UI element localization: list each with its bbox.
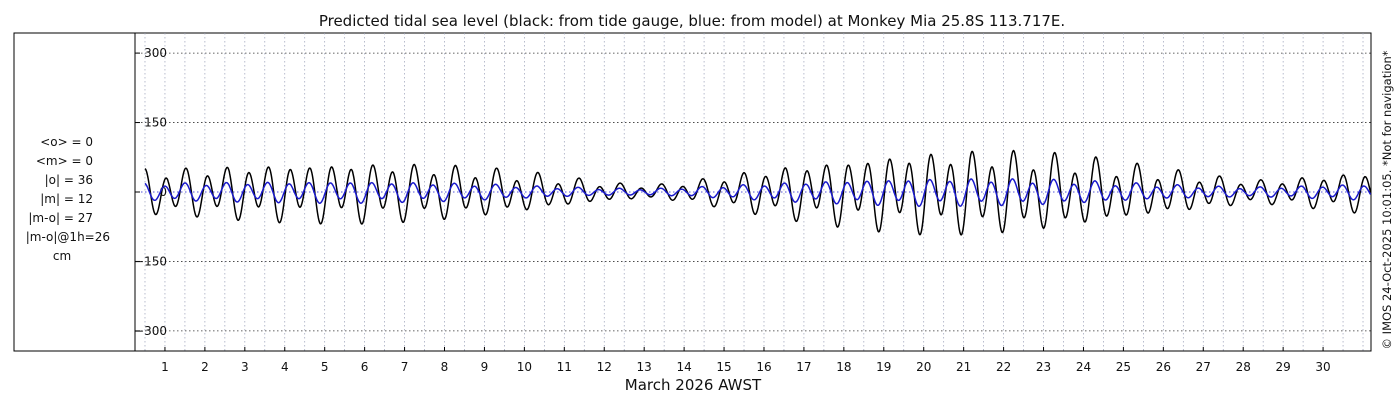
- x-tick-label: 9: [481, 360, 489, 374]
- y-tick-label: 300: [144, 46, 167, 60]
- x-tick-label: 24: [1076, 360, 1091, 374]
- grid-lines: [135, 33, 1371, 351]
- stat-line: |m-o|@1h=26: [26, 230, 110, 244]
- x-tick-label: 25: [1116, 360, 1131, 374]
- y-tick-label: 150: [144, 116, 167, 130]
- x-tick-label: 15: [716, 360, 731, 374]
- x-tick-label: 16: [756, 360, 771, 374]
- stat-line: cm: [53, 249, 71, 263]
- statistics-box: <o> = 0 <m> = 0 |o| = 36 |m| = 12 |m-o| = 27…: [26, 135, 110, 263]
- x-tick-label: 20: [916, 360, 931, 374]
- x-tick-label: 23: [1036, 360, 1051, 374]
- x-tick-label: 30: [1315, 360, 1330, 374]
- x-tick-label: 4: [281, 360, 289, 374]
- x-tick-labels: 1 2 3 4 5 6 7 8 9 10 11 12 13 14 15 16 17 18 19 20 21 22 23 24 2…: [161, 360, 1331, 374]
- x-tick-label: 5: [321, 360, 329, 374]
- x-tick-label: 11: [557, 360, 572, 374]
- x-tick-label: 6: [361, 360, 369, 374]
- x-tick-label: 29: [1276, 360, 1291, 374]
- x-tick-label: 12: [597, 360, 612, 374]
- x-tick-label: 3: [241, 360, 249, 374]
- model-series-line: [144, 178, 1372, 208]
- x-tick-label: 2: [201, 360, 209, 374]
- x-tick-label: 1: [161, 360, 169, 374]
- x-tick-label: 22: [996, 360, 1011, 374]
- y-tick-label: 0: [159, 185, 167, 199]
- series-lines: [144, 149, 1372, 236]
- x-tick-label: 7: [401, 360, 409, 374]
- stat-line: |m| = 12: [40, 192, 93, 206]
- chart-title: Predicted tidal sea level (black: from t…: [319, 12, 1065, 30]
- x-tick-label: 17: [796, 360, 811, 374]
- x-tick-label: 18: [836, 360, 851, 374]
- x-tick-label: 8: [441, 360, 449, 374]
- x-tick-label: 27: [1196, 360, 1211, 374]
- x-tick-label: 21: [956, 360, 971, 374]
- x-axis-label: March 2026 AWST: [625, 376, 762, 394]
- x-tick-label: 19: [876, 360, 891, 374]
- y-tick-labels: 300 150 0 −150 −300: [134, 46, 167, 338]
- stat-line: <m> = 0: [36, 154, 93, 168]
- credit-text: © IMOS 24-Oct-2025 10:01:05. *Not for na…: [1380, 50, 1394, 349]
- stat-line: <o> = 0: [40, 135, 93, 149]
- stat-line: |m-o| = 27: [28, 211, 93, 225]
- observed-series-line: [144, 149, 1372, 236]
- x-tick-label: 14: [676, 360, 691, 374]
- y-tick-label: −150: [134, 254, 167, 268]
- x-tick-label: 28: [1236, 360, 1251, 374]
- x-tick-label: 26: [1156, 360, 1171, 374]
- y-tick-label: −300: [134, 324, 167, 338]
- x-tick-label: 10: [517, 360, 532, 374]
- stat-line: |o| = 36: [45, 173, 93, 187]
- x-tick-label: 13: [637, 360, 652, 374]
